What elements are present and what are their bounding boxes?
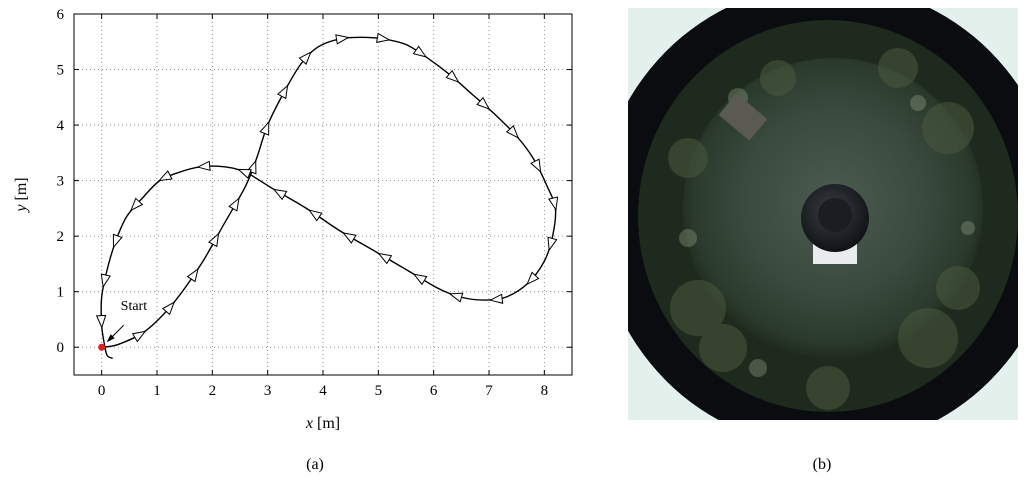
direction-arrow — [157, 170, 173, 182]
direction-arrows — [95, 32, 559, 343]
direction-arrow — [228, 197, 240, 212]
direction-arrow — [488, 293, 504, 304]
direction-arrow — [412, 273, 428, 286]
x-tick-label: 1 — [153, 383, 161, 399]
direction-arrow — [377, 252, 393, 265]
direction-arrow — [298, 51, 312, 65]
y-tick-label: 1 — [57, 285, 65, 301]
caption-b: (b) — [812, 456, 832, 473]
caption-a: (a) — [306, 456, 324, 473]
direction-arrow — [505, 125, 520, 139]
x-tick-label: 2 — [209, 383, 217, 399]
direction-arrow — [448, 292, 464, 303]
x-tick-label: 5 — [375, 383, 383, 399]
direction-arrow — [196, 160, 211, 171]
y-tick-label: 5 — [57, 63, 65, 79]
start-arrow-head — [106, 334, 115, 343]
robot-core — [818, 198, 852, 232]
trajectory-plot: 0 1 2 3 4 5 6 7 8 0 1 2 3 4 5 6 Start x [m] y [m] — [13, 7, 573, 432]
direction-arrow — [376, 32, 391, 44]
y-tick-label: 3 — [57, 174, 65, 190]
x-tick-label: 7 — [485, 383, 493, 399]
direction-arrow — [445, 69, 460, 83]
y-tick-label: 6 — [57, 7, 65, 23]
direction-arrow — [342, 232, 357, 244]
x-tick-label: 4 — [319, 383, 327, 399]
y-tick-label: 0 — [57, 340, 65, 356]
direction-arrow — [207, 232, 220, 248]
y-axis-label: y [m] — [13, 177, 30, 213]
direction-arrow — [100, 273, 111, 289]
direction-arrow — [112, 233, 123, 249]
direction-arrow — [476, 96, 491, 110]
direction-arrow — [186, 267, 199, 283]
direction-arrow — [412, 45, 428, 58]
direction-arrow — [276, 84, 289, 100]
direction-arrow — [130, 197, 144, 212]
start-marker — [98, 343, 106, 351]
x-tick-label: 0 — [98, 383, 106, 399]
direction-arrow — [548, 196, 559, 212]
x-tick-label: 6 — [430, 383, 438, 399]
tree-foliage — [668, 48, 980, 410]
fisheye-camera-image — [628, 8, 1018, 420]
start-annotation: Start — [98, 299, 147, 351]
x-axis-label: x [m] — [305, 415, 340, 432]
x-tick-label: 8 — [541, 383, 549, 399]
direction-arrow — [131, 330, 147, 343]
direction-arrow — [259, 120, 270, 136]
direction-arrow — [526, 271, 540, 286]
x-tick-label: 3 — [264, 383, 272, 399]
direction-arrow — [95, 314, 107, 330]
direction-arrow — [308, 209, 323, 222]
y-tick-label: 2 — [57, 229, 65, 245]
axis-ticks: 0 1 2 3 4 5 6 7 8 0 1 2 3 4 5 6 — [57, 7, 572, 399]
direction-arrow — [335, 34, 350, 45]
direction-arrow — [272, 188, 288, 201]
y-tick-label: 4 — [57, 118, 65, 134]
start-label: Start — [121, 299, 148, 314]
grid — [74, 13, 572, 375]
building-structure — [718, 93, 768, 141]
direction-arrow — [530, 158, 542, 174]
direction-arrow — [547, 236, 558, 252]
direction-arrow — [237, 168, 252, 179]
direction-arrow — [161, 301, 175, 316]
